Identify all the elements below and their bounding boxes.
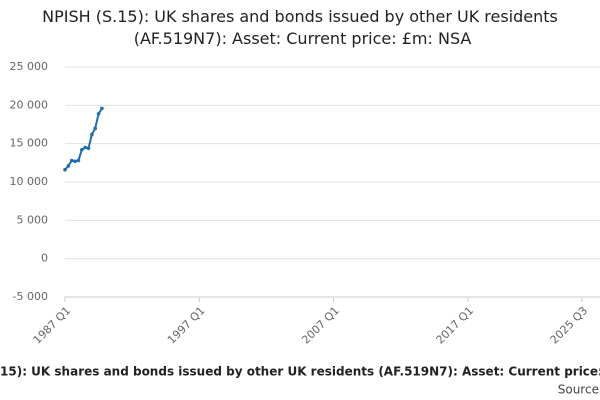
- y-tick-label: 25 000: [10, 60, 49, 73]
- point: [86, 146, 91, 151]
- point: [76, 158, 81, 163]
- y-tick-label: 15 000: [10, 137, 49, 150]
- point: [96, 111, 101, 116]
- y-tick-label: 5 000: [17, 213, 49, 226]
- point: [63, 167, 67, 172]
- point: [100, 106, 104, 111]
- y-tick-label: 10 000: [10, 175, 49, 188]
- x-tick-label: 2007 Q1: [299, 304, 342, 347]
- point: [66, 164, 71, 168]
- y-tick-label: 0: [41, 252, 48, 265]
- point: [73, 159, 77, 164]
- caption: NPISH (S.15): UK shares and bonds issued…: [0, 365, 600, 379]
- chart-title: NPISH (S.15): UK shares and bonds issued…: [42, 7, 558, 48]
- x-tick-label: 1997 Q1: [165, 304, 208, 347]
- point: [69, 158, 74, 163]
- x-tick-label: 2017 Q1: [434, 304, 477, 347]
- point: [90, 132, 94, 137]
- x-tick-label: 2025 Q3: [548, 304, 591, 347]
- point: [93, 126, 98, 131]
- y-tick-label: 20 000: [10, 98, 49, 111]
- point: [79, 148, 84, 152]
- y-tick-label: -5 000: [13, 290, 48, 303]
- x-tick-label: 1987 Q1: [31, 304, 74, 347]
- source: Source:: [558, 383, 600, 397]
- point: [83, 145, 87, 150]
